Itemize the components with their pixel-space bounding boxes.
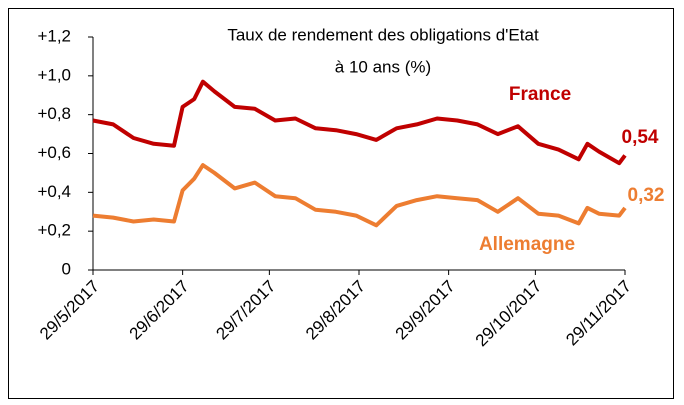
x-tick-label: 29/5/2017 — [36, 277, 103, 344]
x-tick-label: 29/6/2017 — [126, 277, 193, 344]
x-tick-label: 29/7/2017 — [212, 277, 279, 344]
x-tick-label: 29/8/2017 — [302, 277, 369, 344]
series-label: France — [509, 84, 571, 105]
y-tick-label: +1,0 — [37, 65, 71, 84]
end-label: 0,32 — [628, 185, 665, 206]
y-tick-label: +0,8 — [37, 104, 71, 123]
end-label: 0,54 — [622, 127, 659, 148]
line — [92, 163, 627, 228]
chart-title: Taux de rendement des obligations d'Etat — [227, 25, 539, 44]
x-tick-label: 29/9/2017 — [392, 277, 459, 344]
y-tick-label: +1,2 — [37, 26, 71, 45]
y-tick-label: +0,2 — [37, 221, 71, 240]
line — [92, 79, 627, 166]
frame — [8, 8, 674, 399]
series-label: Allemagne — [479, 234, 575, 255]
x-tick-label: 29/11/2017 — [562, 277, 635, 350]
y-tick-label: 0 — [62, 259, 71, 278]
y-tick-label: +0,6 — [37, 143, 71, 162]
x-tick-label: 29/10/2017 — [472, 277, 546, 351]
chart-title: à 10 ans (%) — [335, 57, 431, 76]
y-tick-label: +0,4 — [37, 182, 71, 201]
